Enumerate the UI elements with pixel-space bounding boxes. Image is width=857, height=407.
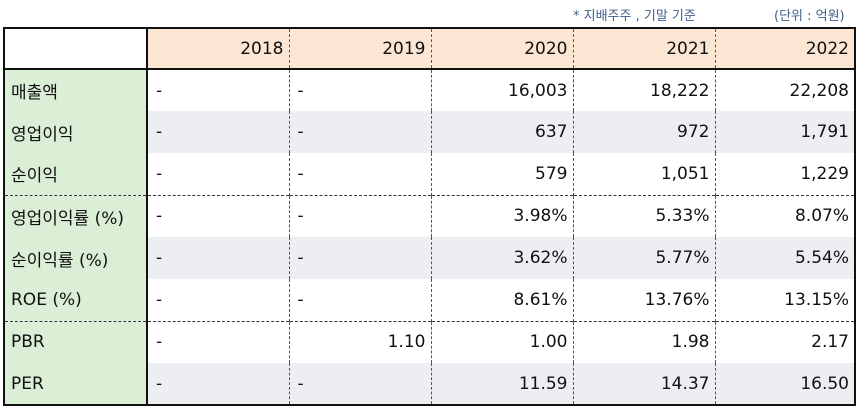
cell-net-income-2021: 1,051 — [572, 153, 715, 195]
row-label-net-income: 순이익 — [3, 153, 148, 195]
cell-per-2019: - — [288, 363, 431, 406]
year-header-2021: 2021 — [572, 27, 715, 70]
cell-pbr-2021: 1.98 — [572, 320, 715, 363]
table-row-revenue: 매출액 - - 16,003 18,222 22,208 — [3, 69, 856, 111]
table-notes: * 지배주주 , 기말 기준 (단위 : 억원) — [0, 3, 857, 25]
row-label-revenue: 매출액 — [3, 69, 148, 111]
cell-operating-margin-2020: 3.98% — [430, 194, 573, 237]
row-label-net-margin: 순이익률 (%) — [3, 237, 148, 279]
cell-operating-income-2018: - — [146, 111, 289, 153]
row-label-pbr: PBR — [3, 320, 148, 363]
cell-pbr-2020: 1.00 — [430, 320, 573, 363]
cell-net-margin-2018: - — [146, 237, 289, 279]
cell-operating-margin-2018: - — [146, 194, 289, 237]
year-header-2020: 2020 — [430, 27, 573, 70]
cell-operating-margin-2022: 8.07% — [714, 194, 856, 237]
cell-net-income-2020: 579 — [430, 153, 573, 195]
cell-net-margin-2022: 5.54% — [714, 237, 856, 279]
cell-revenue-2018: - — [146, 69, 289, 111]
cell-per-2022: 16.50 — [714, 363, 856, 406]
cell-per-2021: 14.37 — [572, 363, 715, 406]
year-header-row: 2018 2019 2020 2021 2022 — [3, 27, 856, 70]
row-label-per: PER — [3, 363, 148, 406]
cell-net-margin-2020: 3.62% — [430, 237, 573, 279]
cell-pbr-2022: 2.17 — [714, 320, 856, 363]
cell-operating-income-2020: 637 — [430, 111, 573, 153]
cell-pbr-2019: 1.10 — [288, 320, 431, 363]
table-row-pbr: PBR - 1.10 1.00 1.98 2.17 — [3, 320, 856, 363]
year-header-2019: 2019 — [288, 27, 431, 70]
cell-net-margin-2019: - — [288, 237, 431, 279]
cell-roe-2022: 13.15% — [714, 279, 856, 321]
corner-cell — [3, 27, 148, 70]
cell-net-margin-2021: 5.77% — [572, 237, 715, 279]
cell-operating-margin-2021: 5.33% — [572, 194, 715, 237]
unit-note: (단위 : 억원) — [774, 9, 845, 24]
table-row-operating-income: 영업이익 - - 637 972 1,791 — [3, 111, 856, 153]
cell-revenue-2022: 22,208 — [714, 69, 856, 111]
row-label-roe: ROE (%) — [3, 279, 148, 321]
year-header-2022: 2022 — [714, 27, 856, 70]
row-label-operating-income: 영업이익 — [3, 111, 148, 153]
cell-net-income-2022: 1,229 — [714, 153, 856, 195]
table-row-roe: ROE (%) - - 8.61% 13.76% 13.15% — [3, 279, 856, 321]
table-row-per: PER - - 11.59 14.37 16.50 — [3, 363, 856, 406]
table-row-net-income: 순이익 - - 579 1,051 1,229 — [3, 153, 856, 195]
cell-roe-2020: 8.61% — [430, 279, 573, 321]
cell-revenue-2019: - — [288, 69, 431, 111]
cell-net-income-2019: - — [288, 153, 431, 195]
cell-operating-income-2021: 972 — [572, 111, 715, 153]
cell-operating-income-2022: 1,791 — [714, 111, 856, 153]
cell-revenue-2021: 18,222 — [572, 69, 715, 111]
year-header-2018: 2018 — [146, 27, 289, 70]
table-row-operating-margin: 영업이익률 (%) - - 3.98% 5.33% 8.07% — [3, 194, 856, 237]
cell-operating-income-2019: - — [288, 111, 431, 153]
financial-summary-table: 2018 2019 2020 2021 2022 매출액 - - 16,003 … — [3, 27, 856, 406]
cell-pbr-2018: - — [146, 320, 289, 363]
cell-per-2018: - — [146, 363, 289, 406]
basis-note: * 지배주주 , 기말 기준 — [573, 9, 696, 24]
row-label-operating-margin: 영업이익률 (%) — [3, 194, 148, 237]
cell-per-2020: 11.59 — [430, 363, 573, 406]
cell-operating-margin-2019: - — [288, 194, 431, 237]
table-row-net-margin: 순이익률 (%) - - 3.62% 5.77% 5.54% — [3, 237, 856, 279]
cell-revenue-2020: 16,003 — [430, 69, 573, 111]
cell-roe-2019: - — [288, 279, 431, 321]
cell-net-income-2018: - — [146, 153, 289, 195]
cell-roe-2021: 13.76% — [572, 279, 715, 321]
cell-roe-2018: - — [146, 279, 289, 321]
